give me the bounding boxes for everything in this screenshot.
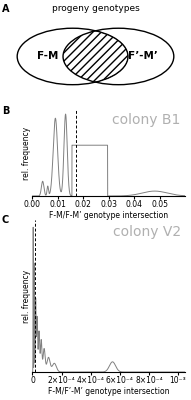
Y-axis label: rel. frequency: rel. frequency <box>22 270 31 322</box>
Text: B: B <box>2 106 9 116</box>
X-axis label: F-M/F’-M’ genotype intersection: F-M/F’-M’ genotype intersection <box>48 386 170 396</box>
Y-axis label: rel. frequency: rel. frequency <box>22 126 31 180</box>
Text: colony V2: colony V2 <box>112 224 181 238</box>
Text: A: A <box>2 4 9 14</box>
Text: F-M: F-M <box>37 52 58 62</box>
Text: progeny genotypes: progeny genotypes <box>52 4 139 14</box>
X-axis label: F-M/F-M’ genotype intersection: F-M/F-M’ genotype intersection <box>49 210 168 220</box>
Text: F’-M’: F’-M’ <box>128 52 158 62</box>
Text: colony B1: colony B1 <box>112 112 181 126</box>
Text: C: C <box>2 216 9 226</box>
